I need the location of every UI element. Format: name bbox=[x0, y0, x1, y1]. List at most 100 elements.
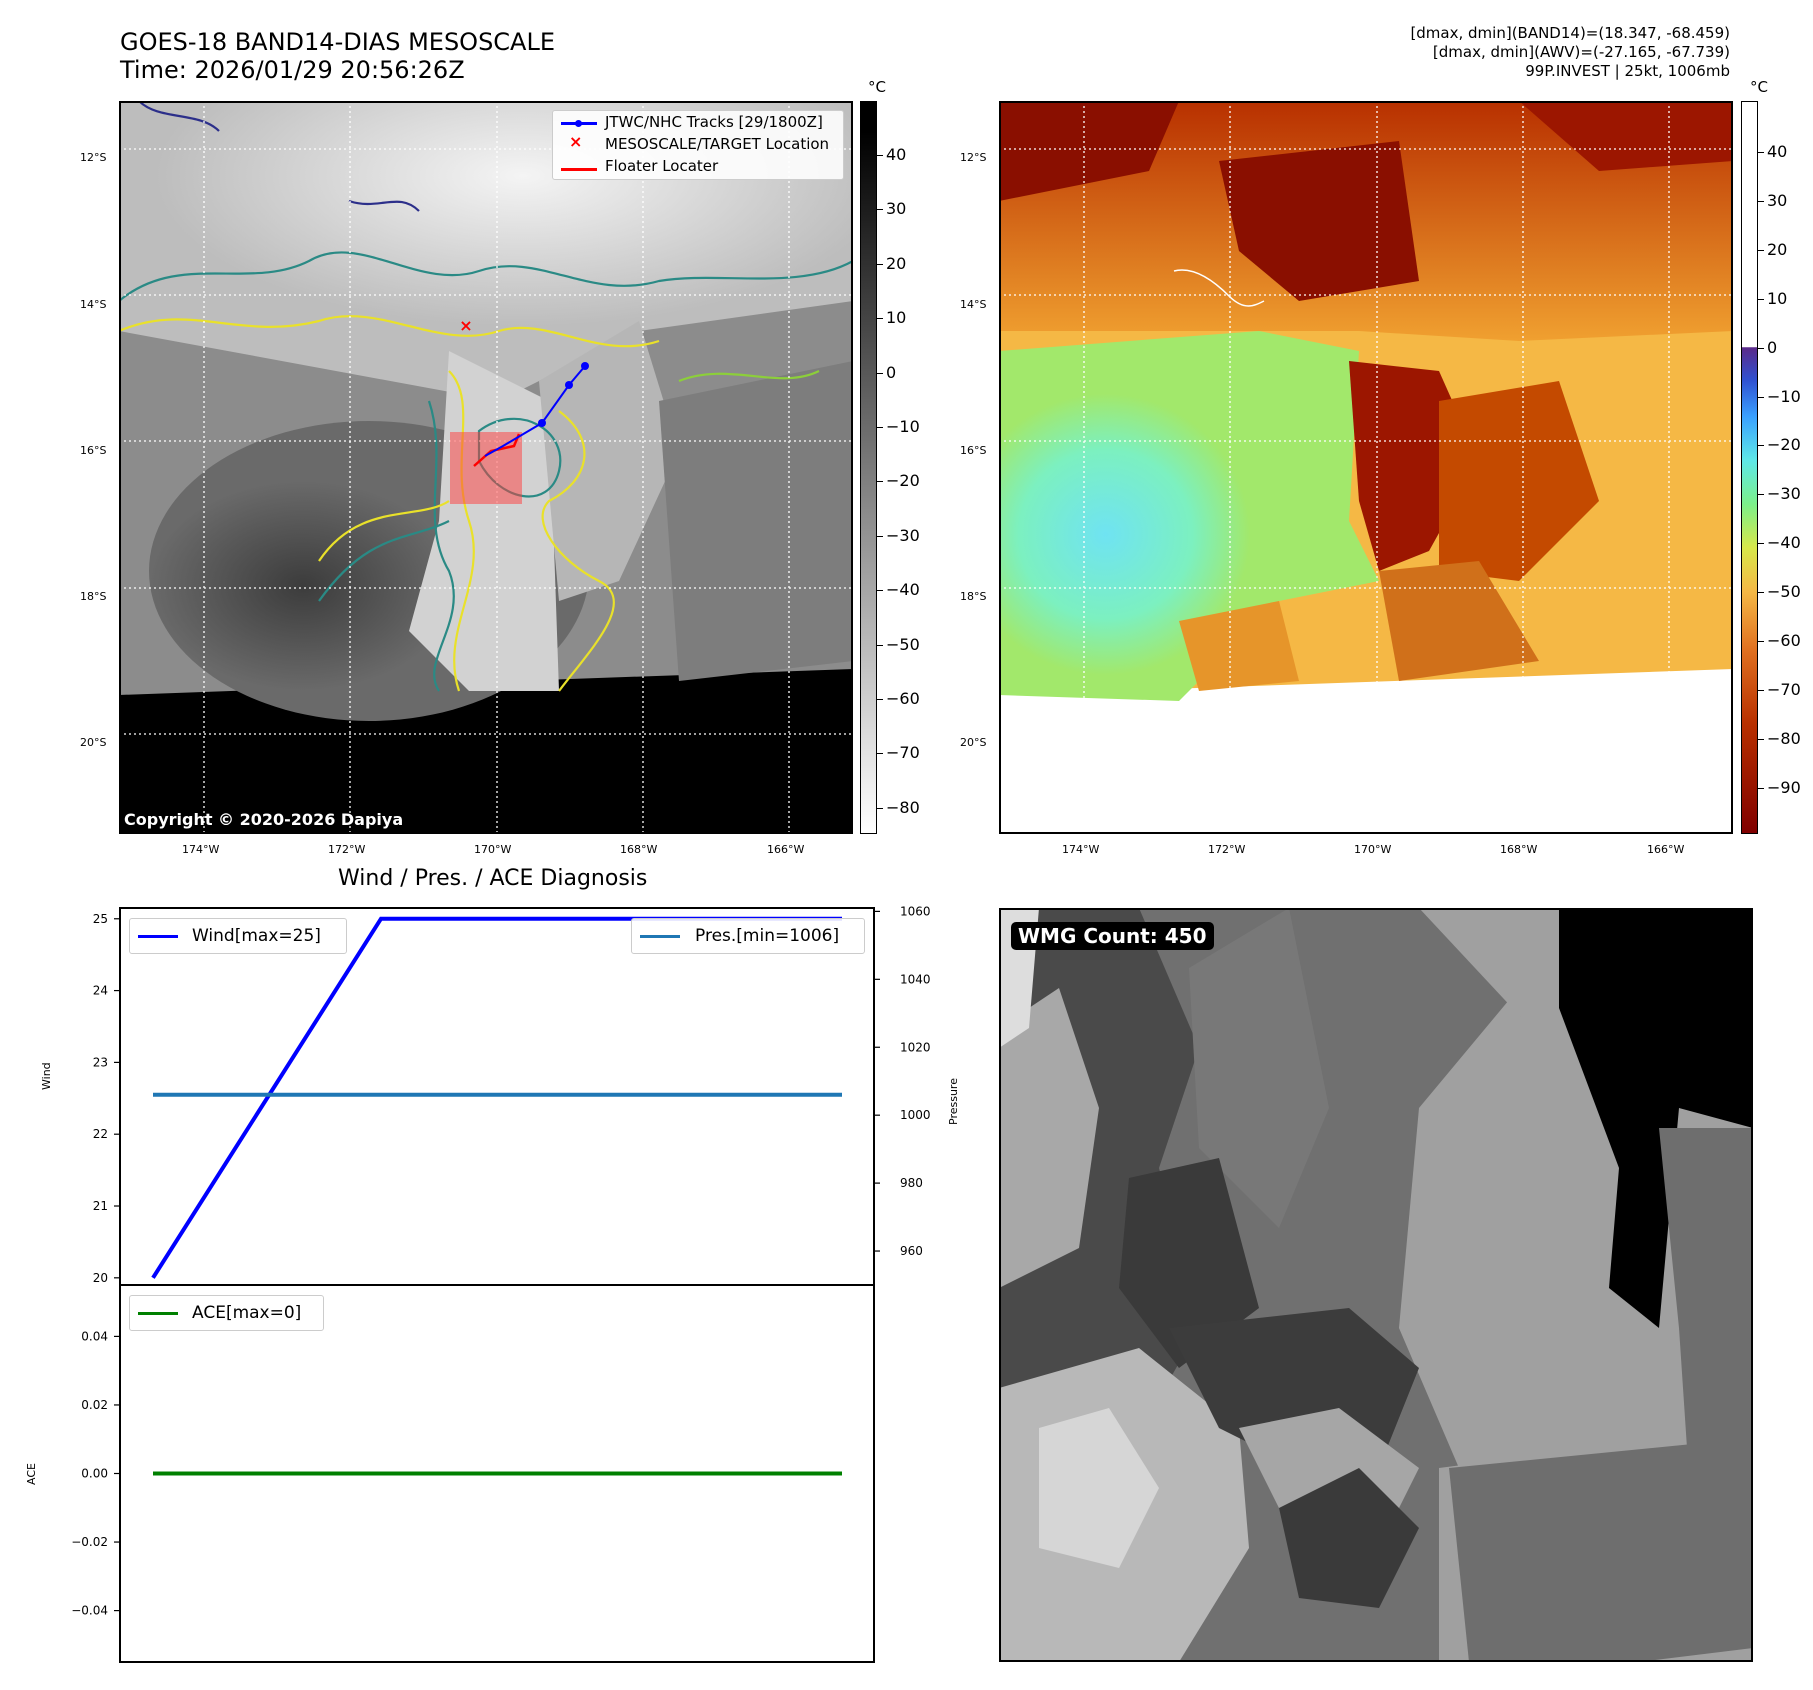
legend-track-label: JTWC/NHC Tracks [29/1800Z] bbox=[605, 113, 823, 131]
pressure-ytick-label: 960 bbox=[900, 1244, 923, 1258]
lat-label: 20°S bbox=[960, 736, 987, 749]
lon-label: 168°W bbox=[620, 843, 658, 856]
colorbar-1-tick-label: −10 bbox=[886, 417, 920, 436]
pressure-ytick-label: 1020 bbox=[900, 1040, 931, 1054]
pres-legend: Pres.[min=1006] bbox=[631, 918, 865, 954]
colorbar-1-tick bbox=[877, 753, 883, 755]
map-legend: JTWC/NHC Tracks [29/1800Z] × MESOSCALE/T… bbox=[552, 110, 844, 180]
pres-legend-label: Pres.[min=1006] bbox=[695, 926, 840, 946]
lon-label: 166°W bbox=[1647, 843, 1685, 856]
lon-label: 170°W bbox=[474, 843, 512, 856]
colorbar-2-tick-label: −30 bbox=[1767, 484, 1801, 504]
colorbar-1-tick bbox=[877, 155, 883, 156]
colorbar-2-tick bbox=[1758, 200, 1764, 202]
ace-ytick-label: 0.00 bbox=[81, 1467, 108, 1481]
colorbar-1-tick bbox=[877, 481, 883, 483]
diagnosis-title: Wind / Pres. / ACE Diagnosis bbox=[338, 866, 648, 891]
pressure-ytick-label: 1040 bbox=[900, 972, 931, 986]
colorbar-1-tick-label: −70 bbox=[886, 743, 920, 763]
colorbar-2-tick-label: 0 bbox=[1767, 337, 1778, 357]
awv-map-frame bbox=[999, 101, 1733, 834]
colorbar-1-tick bbox=[877, 807, 883, 809]
colorbar-2-tick-label: −10 bbox=[1767, 386, 1801, 406]
colorbar-2 bbox=[1741, 101, 1758, 834]
lon-label: 170°W bbox=[1354, 843, 1392, 856]
figure-title: GOES-18 BAND14-DIAS MESOSCALE Time: 2026… bbox=[120, 28, 555, 84]
colorbar-1-tick-label: −50 bbox=[886, 634, 920, 654]
info-line2: [dmax, dmin](AWV)=(-27.165, -67.739) bbox=[1432, 43, 1730, 61]
colorbar-2-tick-label: 40 bbox=[1767, 142, 1788, 161]
wmg-frame bbox=[999, 908, 1753, 1662]
colorbar-2-unit: °C bbox=[1750, 78, 1768, 96]
colorbar-2-tick bbox=[1758, 689, 1764, 691]
colorbar-1-tick-label: 30 bbox=[886, 199, 907, 219]
wind-ytick-label: 20 bbox=[93, 1271, 108, 1285]
colorbar-1-tick bbox=[877, 535, 883, 537]
colorbar-2-tick-label: −80 bbox=[1767, 728, 1801, 748]
info-block: [dmax, dmin](BAND14)=(18.347, -68.459) [… bbox=[1410, 24, 1730, 81]
colorbar-2-tick bbox=[1758, 592, 1764, 594]
track-point bbox=[581, 362, 589, 370]
lat-label: 16°S bbox=[960, 444, 987, 457]
colorbar-2-tick bbox=[1758, 494, 1764, 496]
colorbar-2-tick-label: 10 bbox=[1767, 288, 1788, 308]
ace-ytick-label: −0.02 bbox=[71, 1535, 108, 1549]
ace-axes-frame bbox=[119, 1284, 875, 1663]
pressure-axis-label: Pressure bbox=[947, 1078, 960, 1125]
wmg-image bbox=[999, 908, 1753, 1662]
colorbar-2-tick-label: −20 bbox=[1767, 435, 1801, 455]
info-line1: [dmax, dmin](BAND14)=(18.347, -68.459) bbox=[1410, 24, 1730, 42]
lon-label: 168°W bbox=[1500, 843, 1538, 856]
colorbar-2-tick bbox=[1758, 249, 1764, 251]
ace-legend: ACE[max=0] bbox=[129, 1295, 324, 1331]
colorbar-1-tick bbox=[877, 372, 883, 374]
wind-legend: Wind[max=25] bbox=[129, 918, 347, 954]
wind-axes-frame bbox=[119, 907, 875, 1286]
lat-label: 14°S bbox=[80, 298, 107, 311]
colorbar-1-tick bbox=[877, 263, 883, 265]
copyright-text: Copyright © 2020-2026 Dapiya bbox=[124, 810, 404, 829]
colorbar-1 bbox=[860, 101, 877, 834]
colorbar-1-tick-label: −30 bbox=[886, 525, 920, 545]
colorbar-1-unit: °C bbox=[868, 78, 886, 96]
colorbar-2-tick-label: −90 bbox=[1767, 777, 1801, 797]
colorbar-2-tick bbox=[1758, 445, 1764, 447]
pressure-ytick-label: 980 bbox=[900, 1176, 923, 1190]
colorbar-2-tick-label: −40 bbox=[1767, 533, 1801, 553]
colorbar-1-tick bbox=[877, 427, 883, 428]
wmg-count-badge: WMG Count: 450 bbox=[1011, 922, 1214, 950]
floater-box bbox=[450, 432, 522, 504]
lat-label: 18°S bbox=[960, 590, 987, 603]
title-line2: Time: 2026/01/29 20:56:26Z bbox=[120, 56, 465, 84]
ace-axis-label: ACE bbox=[25, 1463, 38, 1485]
colorbar-2-tick bbox=[1758, 347, 1764, 349]
wind-ytick-label: 24 bbox=[93, 984, 108, 998]
colorbar-1-tick bbox=[877, 644, 883, 646]
colorbar-1-tick bbox=[877, 209, 883, 211]
colorbar-2-tick-label: −60 bbox=[1767, 631, 1801, 650]
ir-map-frame bbox=[119, 101, 853, 834]
lon-label: 172°W bbox=[1208, 843, 1246, 856]
colorbar-1-tick-label: 40 bbox=[886, 145, 907, 164]
colorbar-2-tick bbox=[1758, 396, 1764, 398]
wind-series-line bbox=[151, 916, 842, 1279]
wind-ytick-label: 23 bbox=[93, 1055, 108, 1069]
colorbar-2-tick-label: 20 bbox=[1767, 239, 1788, 259]
legend-target-marker: × bbox=[569, 132, 583, 151]
legend-target-label: MESOSCALE/TARGET Location bbox=[605, 135, 830, 153]
info-line3: 99P.INVEST | 25kt, 1006mb bbox=[1525, 62, 1730, 80]
colorbar-1-tick-label: −60 bbox=[886, 689, 920, 708]
ace-ytick-label: −0.04 bbox=[71, 1604, 108, 1618]
colorbar-2-tick bbox=[1758, 641, 1764, 642]
pressure-ytick-label: 1000 bbox=[900, 1108, 931, 1122]
colorbar-1-tick-label: −20 bbox=[886, 471, 920, 491]
colorbar-1-tick-label: 10 bbox=[886, 308, 907, 328]
colorbar-1-tick bbox=[877, 318, 883, 320]
colorbar-2-tick-label: 30 bbox=[1767, 190, 1788, 210]
floater-locater-line bbox=[473, 433, 521, 467]
colorbar-2-tick bbox=[1758, 152, 1764, 153]
target-marker: × bbox=[459, 316, 472, 335]
colorbar-1-tick bbox=[877, 699, 883, 700]
awv-map-panel bbox=[999, 101, 1733, 834]
lat-label: 12°S bbox=[960, 151, 987, 164]
